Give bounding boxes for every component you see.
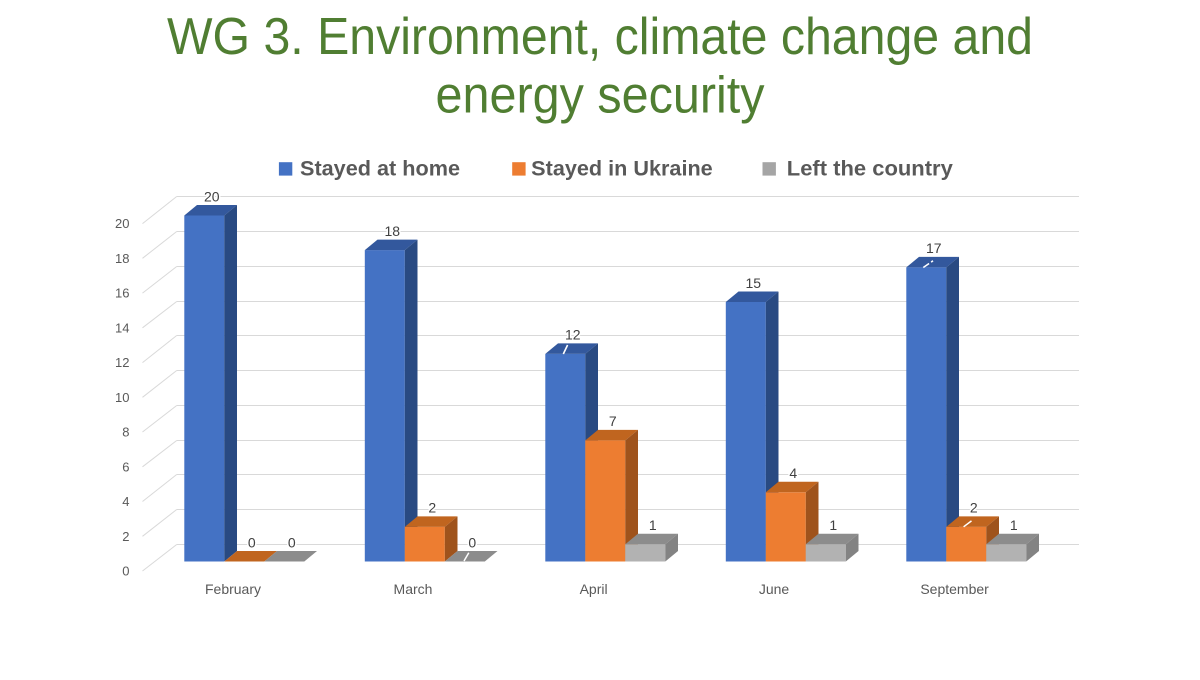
- svg-text:6: 6: [122, 459, 129, 474]
- svg-text:20: 20: [204, 188, 220, 204]
- svg-text:June: June: [759, 581, 790, 597]
- svg-text:17: 17: [926, 240, 942, 256]
- svg-text:0: 0: [288, 534, 296, 550]
- svg-text:14: 14: [115, 320, 129, 335]
- svg-text:8: 8: [122, 425, 129, 440]
- svg-text:15: 15: [746, 275, 762, 291]
- svg-text:4: 4: [789, 465, 797, 481]
- svg-text:1: 1: [1010, 517, 1018, 533]
- svg-text:September: September: [920, 581, 989, 597]
- svg-text:February: February: [205, 581, 261, 597]
- svg-text:2: 2: [122, 529, 129, 544]
- svg-text:energy security: energy security: [436, 66, 765, 124]
- svg-text:1: 1: [829, 517, 837, 533]
- svg-text:18: 18: [385, 223, 401, 239]
- svg-text:March: March: [394, 581, 433, 597]
- svg-text:WG 3. Environment, climate cha: WG 3. Environment, climate change and: [167, 8, 1033, 66]
- svg-text:Stayed at home: Stayed at home: [300, 158, 460, 181]
- svg-text:10: 10: [115, 390, 129, 405]
- svg-text:4: 4: [122, 494, 129, 509]
- svg-text:12: 12: [115, 355, 129, 370]
- svg-text:Left the country: Left the country: [787, 158, 953, 181]
- svg-text:Stayed in Ukraine: Stayed in Ukraine: [531, 158, 713, 181]
- svg-text:20: 20: [115, 216, 129, 231]
- svg-text:2: 2: [970, 500, 978, 516]
- svg-text:7: 7: [609, 413, 617, 429]
- svg-text:16: 16: [115, 286, 129, 301]
- svg-text:18: 18: [115, 251, 129, 266]
- svg-text:1: 1: [649, 517, 657, 533]
- svg-text:0: 0: [248, 534, 256, 550]
- svg-text:12: 12: [565, 327, 581, 343]
- svg-text:0: 0: [122, 564, 129, 579]
- svg-text:0: 0: [468, 534, 476, 550]
- svg-text:2: 2: [428, 500, 436, 516]
- svg-text:April: April: [580, 581, 608, 597]
